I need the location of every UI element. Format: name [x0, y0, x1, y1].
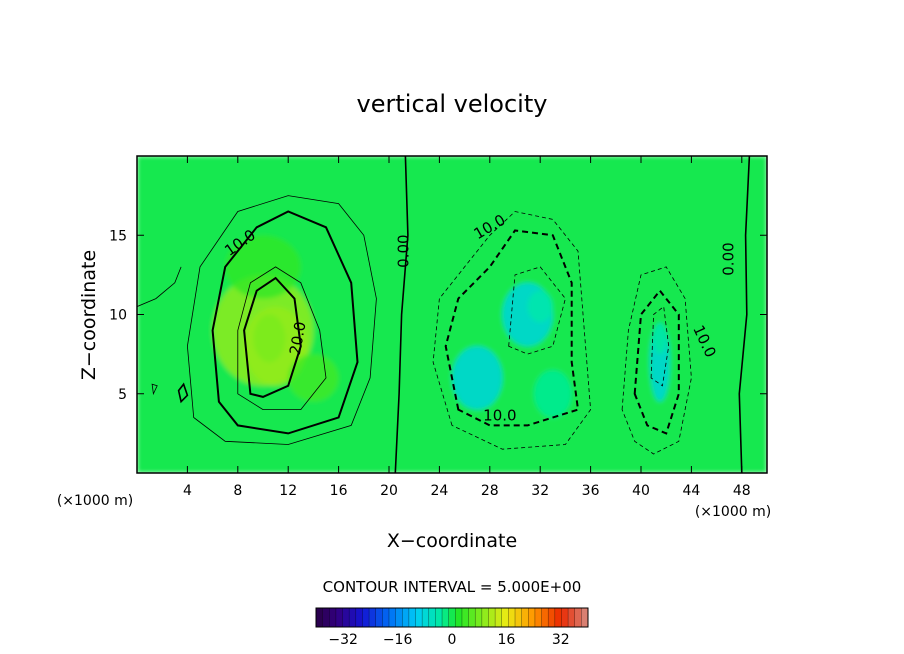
colorbar-swatch [442, 608, 449, 627]
field-cell [653, 322, 667, 355]
colorbar-swatch [554, 608, 562, 627]
colorbar-swatch [501, 608, 509, 627]
contour-label: 0.00 [395, 234, 413, 267]
colorbar-swatch [388, 608, 396, 627]
contour-line [211, 210, 359, 435]
contour-line [151, 383, 158, 396]
x-tick-label: 16 [330, 483, 348, 499]
colorbar-swatch [408, 608, 416, 627]
field-cell [288, 354, 339, 402]
colorbar-swatch [528, 608, 536, 627]
contour-line [237, 266, 327, 410]
contour-label: 0.00 [720, 242, 738, 275]
colorbar-tick-label: 0 [448, 632, 457, 648]
colorbar-swatch [548, 608, 556, 627]
y-tick-label: 5 [118, 387, 127, 403]
contour-interval-label: CONTOUR INTERVAL = 5.000E+00 [323, 578, 582, 596]
contour-line [738, 156, 751, 473]
colorbar-swatch [362, 608, 370, 627]
contour-line [394, 156, 409, 473]
colorbar-swatch [488, 608, 496, 627]
contour-line [186, 195, 377, 445]
colorbar-tick-label: −16 [383, 632, 413, 648]
y-axis-label: Z−coordinate [78, 250, 100, 380]
x-tick-label: 48 [733, 483, 751, 499]
colorbar-swatch [481, 608, 489, 627]
x-units-left: (×1000 m) [57, 493, 133, 509]
contour-line [432, 211, 592, 450]
colorbar-swatch [541, 608, 549, 627]
colorbar [315, 607, 589, 628]
colorbar-swatch [329, 608, 337, 627]
colorbar-swatch [342, 608, 350, 627]
colorbar-swatch [316, 608, 323, 627]
colorbar-swatch [428, 608, 436, 627]
colorbar-swatch [322, 608, 330, 627]
chart-title: vertical velocity [357, 90, 548, 118]
colorbar-swatch [568, 608, 576, 627]
x-tick-label: 28 [481, 483, 499, 499]
x-tick-label: 40 [632, 483, 650, 499]
contour-line [137, 266, 182, 307]
colorbar-swatch [515, 608, 522, 627]
x-tick-label: 24 [430, 483, 448, 499]
colorbar-swatch [581, 608, 589, 627]
x-tick-label: 32 [531, 483, 549, 499]
x-units-right: (×1000 m) [695, 504, 771, 520]
colorbar-swatch [369, 608, 377, 627]
colorbar-swatch [349, 608, 357, 627]
field-cell [225, 235, 301, 299]
colorbar-frame [315, 607, 589, 628]
contour-line [444, 229, 580, 427]
field-cell [452, 346, 503, 410]
colorbar-swatch [521, 608, 529, 627]
colorbar-swatch [448, 608, 456, 627]
x-axis-label: X−coordinate [387, 530, 517, 552]
colorbar-swatch [468, 608, 476, 627]
contour-line [508, 266, 566, 355]
contour-label: 20.0 [286, 320, 310, 356]
contour-line [650, 305, 670, 387]
contour-line [177, 382, 189, 404]
colorbar-swatch [495, 608, 503, 627]
colorbar-swatch [375, 608, 383, 627]
colorbar-swatch [475, 608, 483, 627]
field-cell [253, 314, 286, 363]
colorbar-swatch [402, 608, 410, 627]
contour-line [621, 266, 692, 455]
colorbar-tick-label: 16 [497, 632, 515, 648]
field-cell [527, 290, 553, 323]
y-tick-label: 10 [109, 308, 127, 324]
colorbar-swatch [422, 608, 430, 627]
x-tick-label: 8 [233, 483, 242, 499]
x-tick-label: 4 [183, 483, 192, 499]
contour-label: 10.0 [483, 406, 516, 424]
colorbar-tick-label: −32 [328, 632, 358, 648]
contour-line [633, 289, 680, 435]
colorbar-swatch [455, 608, 463, 627]
colorbar-swatch [461, 608, 469, 627]
colorbar-swatch [508, 608, 516, 627]
colorbar-swatch [355, 608, 363, 627]
contour-line [243, 276, 302, 398]
colorbar-tick-label: 32 [552, 632, 570, 648]
x-tick-label: 20 [380, 483, 398, 499]
colorbar-swatch [382, 608, 390, 627]
colorbar-swatch [415, 608, 423, 627]
y-tick-label: 15 [109, 228, 127, 244]
colorbar-swatch [574, 608, 582, 627]
x-tick-label: 44 [682, 483, 700, 499]
colorbar-swatch [335, 608, 343, 627]
x-tick-label: 12 [279, 483, 297, 499]
colorbar-swatch [534, 608, 542, 627]
x-tick-label: 36 [582, 483, 600, 499]
field-cell [533, 369, 572, 418]
colorbar-swatch [395, 608, 403, 627]
colorbar-swatch [435, 608, 443, 627]
colorbar-swatch [561, 608, 569, 627]
